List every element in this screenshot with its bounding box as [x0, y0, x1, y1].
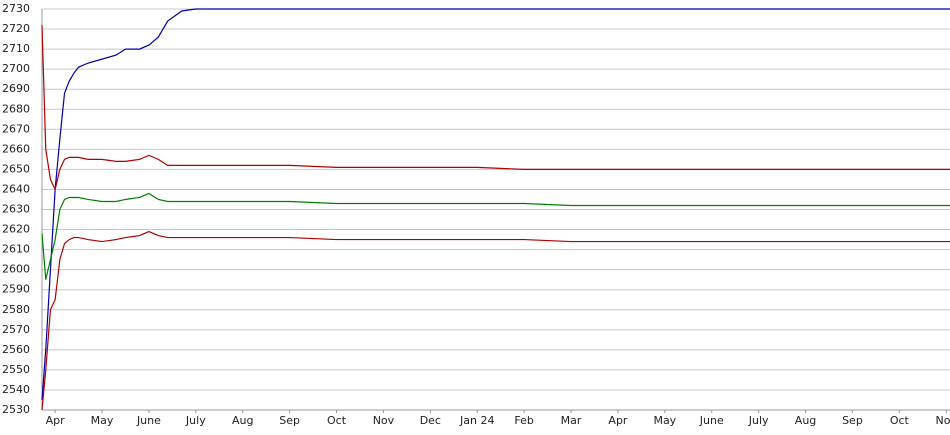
- y-tick-label: 2650: [2, 162, 30, 175]
- y-tick-label: 2670: [2, 122, 30, 135]
- x-tick-label: Nov: [373, 414, 395, 427]
- x-tick-label: July: [748, 414, 769, 427]
- y-tick-label: 2620: [2, 223, 30, 236]
- x-tick-label: Sep: [842, 414, 863, 427]
- x-tick-label: Feb: [514, 414, 533, 427]
- x-tick-label: Aug: [795, 414, 816, 427]
- x-tick-label: Oct: [890, 414, 910, 427]
- x-tick-label: Apr: [46, 414, 66, 427]
- x-tick-label: July: [185, 414, 206, 427]
- y-tick-label: 2710: [2, 42, 30, 55]
- x-tick-label: May: [653, 414, 676, 427]
- x-tick-label: Nov: [936, 414, 950, 427]
- x-tick-label: Mar: [561, 414, 582, 427]
- series-line: [41, 25, 950, 192]
- y-tick-label: 2590: [2, 283, 30, 296]
- y-tick-label: 2550: [2, 363, 30, 376]
- series-line: [41, 230, 950, 411]
- y-tick-label: 2680: [2, 102, 30, 115]
- x-tick-label: Oct: [327, 414, 347, 427]
- y-tick-label: 2690: [2, 82, 30, 95]
- x-tick-label: June: [136, 414, 161, 427]
- x-tick-label: Dec: [420, 414, 441, 427]
- x-tick-label: Apr: [608, 414, 628, 427]
- y-tick-label: 2600: [2, 263, 30, 276]
- y-tick-label: 2580: [2, 303, 30, 316]
- y-tick-label: 2700: [2, 62, 30, 75]
- y-tick-label: 2730: [2, 2, 30, 15]
- y-tick-label: 2630: [2, 203, 30, 216]
- x-tick-label: June: [699, 414, 724, 427]
- x-tick-label: May: [91, 414, 114, 427]
- y-tick-label: 2540: [2, 383, 30, 396]
- y-tick-label: 2570: [2, 323, 30, 336]
- y-tick-label: 2720: [2, 22, 30, 35]
- y-tick-label: 2610: [2, 243, 30, 256]
- x-tick-label: Aug: [232, 414, 253, 427]
- x-tick-label: Jan 24: [459, 414, 494, 427]
- y-tick-label: 2560: [2, 343, 30, 356]
- series-line: [41, 192, 950, 280]
- y-tick-label: 2660: [2, 142, 30, 155]
- y-tick-label: 2530: [2, 403, 30, 416]
- y-tick-label: 2640: [2, 182, 30, 195]
- x-tick-label: Sep: [279, 414, 300, 427]
- series-line: [41, 8, 950, 401]
